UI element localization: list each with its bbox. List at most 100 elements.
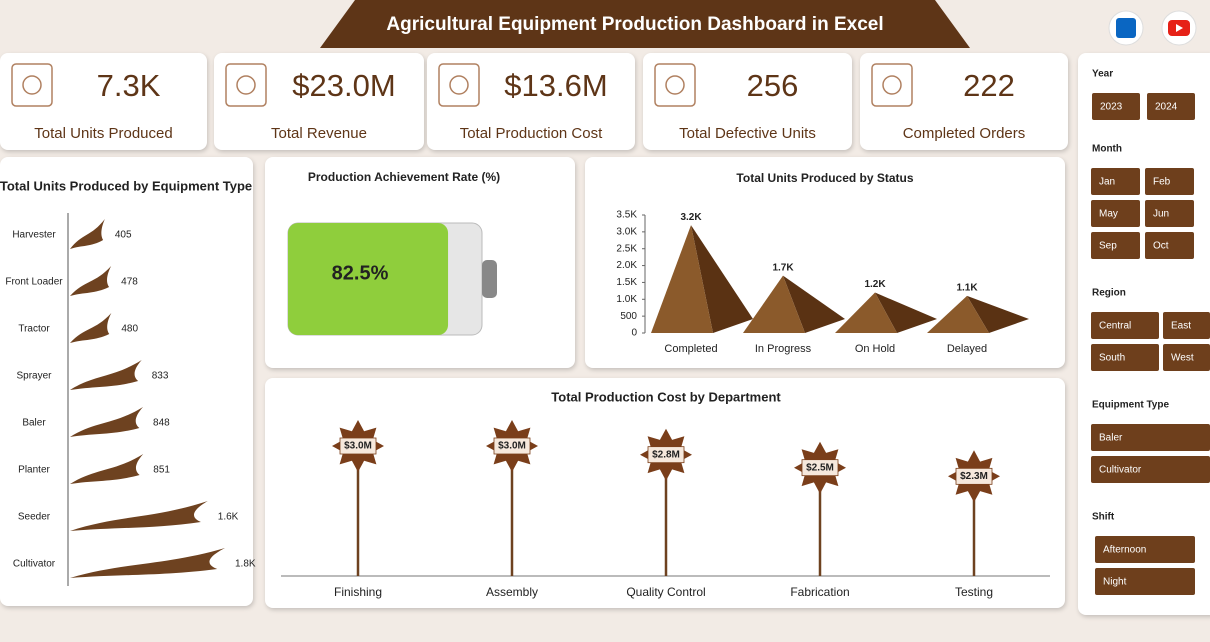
y-tick-label: Tractor — [18, 324, 50, 335]
slicer-item: 2024 — [1155, 102, 1178, 113]
battery-cap — [482, 260, 497, 298]
y-tick-label: Cultivator — [13, 559, 56, 570]
y-tick-label: 3.0K — [616, 226, 637, 237]
x-tick-label: Completed — [664, 343, 717, 355]
slicer-button[interactable] — [1095, 568, 1195, 595]
kpi-value: 256 — [747, 68, 799, 103]
data-label: 851 — [153, 465, 170, 476]
data-label: $2.5M — [806, 462, 834, 473]
x-tick-label: On Hold — [855, 343, 895, 355]
slicer-title: Region — [1092, 288, 1126, 299]
kpi-label: Completed Orders — [903, 125, 1026, 142]
data-label: 1.8K — [235, 559, 256, 570]
data-label: $2.3M — [960, 471, 988, 482]
data-label: 3.2K — [680, 212, 702, 223]
kpi-label: Total Production Cost — [460, 125, 603, 142]
header-banner — [320, 0, 970, 48]
data-label: 833 — [152, 371, 169, 382]
y-tick-label: 2.0K — [616, 260, 637, 271]
slicer-button[interactable] — [1092, 93, 1140, 120]
slicer-item: Cultivator — [1099, 465, 1142, 476]
data-label: 1.2K — [864, 279, 886, 290]
data-label: $3.0M — [498, 441, 526, 452]
slicer-button[interactable] — [1091, 200, 1140, 227]
slicer-item: West — [1171, 353, 1194, 364]
bar — [70, 407, 144, 437]
bar — [70, 219, 105, 249]
x-tick-label: Finishing — [334, 585, 382, 599]
label-box — [955, 467, 993, 485]
kpi-icon-dot — [882, 75, 902, 95]
slicer-item: Baler — [1099, 433, 1123, 444]
slicer-button[interactable] — [1145, 168, 1194, 195]
label-box — [493, 437, 531, 455]
slicer-item: Sep — [1099, 241, 1117, 252]
slicer-item: Feb — [1153, 177, 1171, 188]
slicer-item: Afternoon — [1103, 545, 1146, 556]
chart-title: Production Achievement Rate (%) — [308, 170, 500, 184]
slicer-button[interactable] — [1095, 536, 1195, 563]
panel — [585, 157, 1065, 368]
slicer-item: Jan — [1099, 177, 1115, 188]
data-label: 405 — [115, 230, 132, 241]
slicer-item: South — [1099, 353, 1125, 364]
y-tick-label: Planter — [18, 465, 50, 476]
data-label: 848 — [153, 418, 170, 429]
kpi-icon — [654, 63, 696, 107]
chart-title: Total Production Cost by Department — [551, 389, 781, 404]
kpi-value: 7.3K — [97, 68, 161, 103]
kpi-icon — [11, 63, 53, 107]
pyramid-side — [967, 295, 1029, 333]
slicer-button[interactable] — [1145, 200, 1194, 227]
slicer-button[interactable] — [1091, 344, 1159, 371]
bar — [70, 548, 225, 578]
y-tick-label: Front Loader — [5, 277, 63, 288]
pyramid — [743, 275, 805, 333]
kpi-icon-dot — [22, 75, 42, 95]
bar — [70, 313, 112, 343]
data-label: $2.8M — [652, 449, 680, 460]
slicer-button[interactable] — [1091, 312, 1159, 339]
pyramid-side — [783, 275, 845, 333]
y-tick-label: Baler — [22, 418, 46, 429]
kpi-label: Total Revenue — [271, 125, 367, 142]
slicer-button[interactable] — [1091, 456, 1210, 483]
data-label: 1.1K — [956, 283, 978, 294]
data-label: 82.5% — [332, 262, 389, 284]
slicer-title: Year — [1092, 69, 1113, 80]
label-box — [647, 446, 685, 464]
slicer-title: Equipment Type — [1092, 400, 1169, 411]
pyramid — [651, 225, 713, 333]
y-tick-label: Seeder — [18, 512, 51, 523]
slicer-button[interactable] — [1145, 232, 1194, 259]
pyramid-side — [691, 225, 753, 333]
y-tick-label: 1.0K — [616, 294, 637, 305]
kpi-label: Total Defective Units — [679, 125, 816, 142]
bar — [70, 360, 142, 390]
x-tick-label: Fabrication — [790, 585, 849, 599]
slicer-item: Oct — [1153, 241, 1169, 252]
pyramid — [927, 295, 989, 333]
label-box — [339, 437, 377, 455]
kpi-icon — [871, 63, 913, 107]
kpi-icon — [438, 63, 480, 107]
slicer-button[interactable] — [1091, 232, 1140, 259]
data-label: 480 — [121, 324, 138, 335]
slicer-button[interactable] — [1091, 168, 1140, 195]
y-tick-label: Harvester — [12, 230, 56, 241]
y-tick-label: Sprayer — [16, 371, 52, 382]
slicer-button[interactable] — [1163, 344, 1210, 371]
kpi-value: $13.6M — [504, 68, 607, 103]
chart-title: Total Units Produced by Status — [736, 171, 913, 185]
y-tick-label: 500 — [620, 311, 637, 322]
slicer-button[interactable] — [1091, 424, 1210, 451]
battery-fill — [288, 223, 449, 335]
x-tick-label: Assembly — [486, 585, 538, 599]
y-tick-label: 1.5K — [616, 277, 637, 288]
y-tick-label: 0 — [631, 328, 637, 339]
slicer-button[interactable] — [1147, 93, 1195, 120]
x-tick-label: In Progress — [755, 343, 812, 355]
bar — [70, 501, 208, 531]
slicer-button[interactable] — [1163, 312, 1210, 339]
